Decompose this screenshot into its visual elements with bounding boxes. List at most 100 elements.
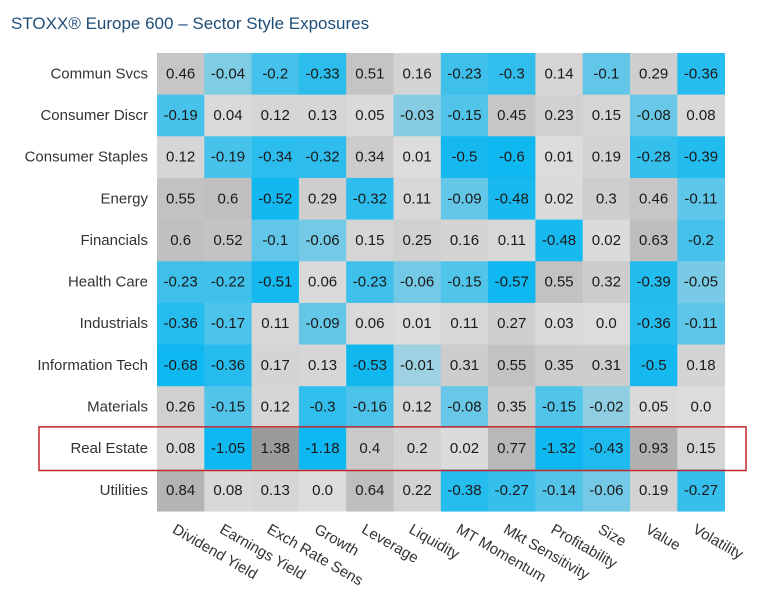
heatmap-cell [488,136,536,179]
heatmap-cell [488,177,536,220]
cell-value: 0.13 [261,482,290,499]
cell-value: -0.09 [305,315,339,332]
cell-value: 0.11 [498,232,526,249]
heatmap-cell [393,136,442,179]
cell-value: 0.64 [355,482,384,499]
cell-value: -0.36 [684,65,718,82]
heatmap-cell [157,469,205,512]
cell-value: -0.6 [499,149,525,166]
heatmap-cell [677,53,725,96]
heatmap-cell [440,344,489,387]
heatmap-cell [204,344,252,387]
heatmap-cell [251,219,300,262]
cell-value: 0.02 [592,232,621,249]
heatmap-cell [488,302,536,345]
cell-value: -0.05 [684,274,718,291]
heatmap-cell [204,136,252,179]
heatmap-cell [393,469,442,512]
heatmap-cell [204,177,252,220]
heatmap-cell [157,302,205,345]
cell-value: -0.11 [684,190,717,207]
cell-value: -1.32 [542,440,576,457]
cell-value: 0.05 [355,107,384,124]
cell-value: 0.12 [261,399,290,416]
cell-value: 0.08 [686,107,715,124]
cell-value: -0.5 [452,149,478,166]
heatmap-cell [157,94,205,137]
heatmap-cell [535,94,584,137]
cell-value: -0.03 [400,107,434,124]
row-label: Utilities [100,482,148,499]
cell-value: 0.46 [639,190,668,207]
heatmap-cell [582,469,631,512]
cell-value: 0.19 [592,149,621,166]
cell-value: -0.19 [211,149,245,166]
heatmap-cell [488,53,536,96]
heatmap-cell [535,177,584,220]
heatmap-cell [535,261,584,304]
cell-value: 0.0 [596,315,617,332]
row-label: Real Estate [70,440,148,457]
heatmap-cell [204,94,252,137]
heatmap-cell [204,427,252,470]
heatmap-cell [582,386,631,429]
heatmap-cell [630,53,678,96]
heatmap-cell [440,386,489,429]
cell-value: 0.6 [170,232,191,249]
cell-value: 0.4 [359,440,380,457]
cell-value: 0.11 [450,315,478,332]
cell-value: 0.0 [312,482,333,499]
cell-value: -0.23 [447,65,481,82]
heatmap-cell [677,427,725,470]
cell-value: 0.32 [592,274,621,291]
cell-value: 0.29 [639,65,668,82]
chart-title: STOXX® Europe 600 – Sector Style Exposur… [11,14,370,33]
cell-value: -0.38 [447,482,481,499]
heatmap-cell [535,136,584,179]
heatmap-cell [440,219,489,262]
heatmap-cell [488,386,536,429]
cell-value: 0.15 [686,440,715,457]
heatmap-cell [298,302,347,345]
cell-value: -0.09 [447,190,481,207]
cell-value: 0.06 [355,315,384,332]
heatmap-cell [204,469,252,512]
cell-value: -0.06 [400,274,434,291]
cell-value: 0.16 [450,232,479,249]
heatmap-cell [251,53,300,96]
cell-value: -0.2 [262,65,288,82]
cell-value: 0.25 [403,232,432,249]
cell-value: 0.15 [592,107,621,124]
heatmap-cell [677,344,725,387]
cell-value: -0.08 [637,107,671,124]
heatmap-cell [251,94,300,137]
cell-value: -0.15 [447,107,481,124]
heatmap-cell [251,302,300,345]
cell-value: 0.01 [403,315,432,332]
row-label: Commun Svcs [50,65,148,82]
cell-value: 0.45 [497,107,526,124]
cell-value: 0.04 [213,107,242,124]
heatmap-cell [677,261,725,304]
cell-value: 0.08 [213,482,242,499]
cell-value: 0.14 [544,65,573,82]
cell-value: -0.19 [164,107,198,124]
heatmap-cell [535,302,584,345]
cell-value: 0.19 [639,482,668,499]
heatmap-cell [488,344,536,387]
heatmap-cell [157,177,205,220]
heatmap-cell [204,302,252,345]
cell-value: -0.39 [637,274,671,291]
cell-value: -0.14 [542,482,576,499]
heatmap-cell [582,136,631,179]
cell-value: -0.68 [164,357,198,374]
cell-value: -0.1 [593,65,619,82]
row-label: Energy [100,190,148,207]
heatmap-cell [346,302,394,345]
heatmap-cell [582,302,631,345]
heatmap-cell [204,261,252,304]
cell-value: -0.32 [353,190,387,207]
heatmap-cell [488,94,536,137]
cell-value: -0.43 [589,440,623,457]
heatmap-cell [298,261,347,304]
